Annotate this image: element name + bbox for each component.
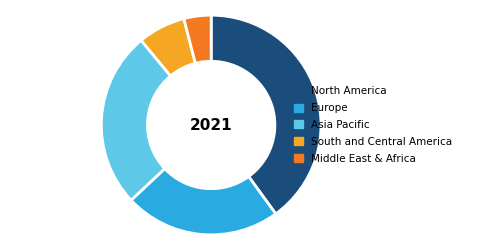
Wedge shape (211, 15, 321, 214)
Wedge shape (141, 18, 196, 76)
Legend: North America, Europe, Asia Pacific, South and Central America, Middle East & Af: North America, Europe, Asia Pacific, Sou… (294, 86, 452, 164)
Text: 2021: 2021 (190, 118, 232, 132)
Wedge shape (131, 168, 276, 235)
Wedge shape (102, 40, 170, 200)
Wedge shape (184, 15, 211, 63)
